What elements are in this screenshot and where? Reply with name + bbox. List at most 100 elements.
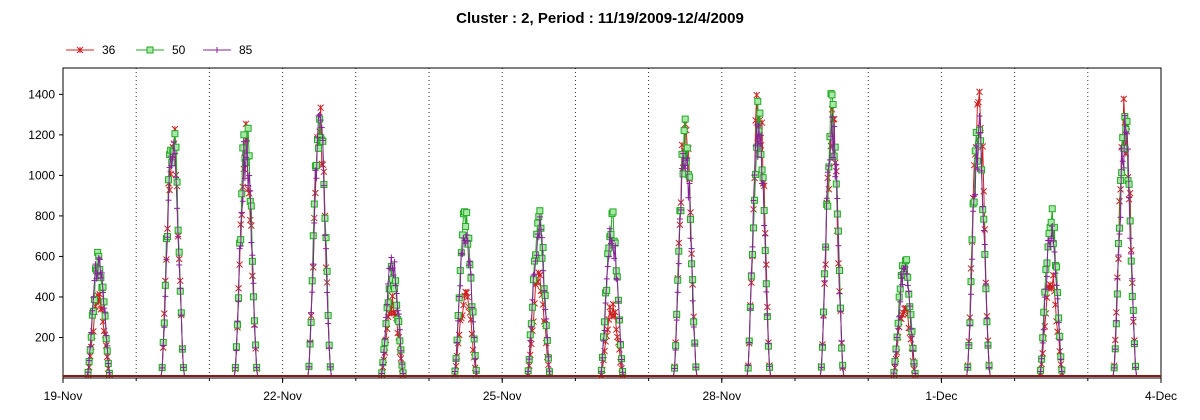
data-point	[826, 156, 833, 163]
data-point	[384, 301, 391, 308]
data-point	[323, 245, 330, 252]
data-point	[755, 122, 762, 129]
data-point	[540, 267, 547, 274]
data-point	[1050, 223, 1058, 231]
data-point	[613, 275, 620, 282]
data-point	[837, 308, 844, 315]
data-point	[541, 287, 548, 294]
x-tick-label: 1-Dec	[925, 389, 957, 403]
data-point	[682, 165, 689, 172]
data-point	[903, 270, 910, 277]
data-point	[313, 175, 320, 182]
data-point	[463, 209, 471, 217]
data-point	[688, 245, 695, 252]
data-point	[236, 245, 243, 252]
data-point	[177, 285, 184, 292]
data-point	[98, 269, 105, 276]
y-tick-label: 1400	[28, 87, 55, 101]
x-tick-label: 4-Dec	[1145, 389, 1177, 403]
data-point	[898, 271, 905, 278]
data-point	[820, 314, 827, 321]
data-point	[1129, 275, 1136, 282]
data-point	[1119, 158, 1126, 165]
data-point	[460, 301, 467, 309]
data-point	[454, 339, 461, 346]
data-point	[1120, 95, 1128, 103]
data-point	[238, 209, 245, 216]
data-point	[247, 202, 255, 210]
data-point	[462, 222, 470, 230]
chart-title: Cluster : 2, Period : 11/19/2009-12/4/20…	[456, 10, 744, 27]
legend-marker	[146, 46, 154, 54]
data-point	[684, 155, 691, 162]
data-point	[752, 142, 759, 149]
data-point	[892, 348, 899, 355]
series-50	[64, 90, 1160, 377]
data-point	[598, 368, 605, 375]
data-point	[307, 338, 314, 345]
data-point	[678, 150, 686, 158]
data-point	[756, 109, 764, 117]
data-point	[308, 309, 315, 316]
data-point	[605, 253, 612, 260]
data-point	[321, 232, 328, 239]
data-point	[971, 193, 978, 200]
data-point	[1042, 266, 1050, 274]
data-point	[689, 297, 696, 304]
data-point	[390, 271, 397, 278]
data-point	[464, 237, 471, 244]
data-point	[388, 254, 395, 261]
y-tick-label: 200	[35, 330, 55, 344]
data-point	[761, 222, 768, 229]
data-point	[314, 134, 321, 141]
data-point	[397, 347, 404, 354]
data-point	[164, 234, 171, 241]
data-point	[617, 338, 624, 345]
legend-item-85[interactable]: 85	[203, 43, 253, 57]
data-point	[831, 123, 838, 130]
data-point	[1057, 356, 1064, 363]
data-point	[971, 147, 979, 155]
y-tick-label: 600	[35, 249, 55, 263]
data-point	[1112, 346, 1119, 353]
data-point	[905, 288, 912, 295]
data-point	[607, 240, 614, 247]
data-point	[612, 326, 620, 333]
data-point	[465, 262, 472, 269]
data-point	[472, 356, 479, 363]
data-point	[602, 300, 609, 307]
data-point	[1119, 134, 1127, 142]
data-point	[674, 289, 681, 296]
data-point	[88, 329, 95, 336]
data-point	[471, 334, 478, 341]
legend-item-50[interactable]: 50	[136, 43, 186, 57]
data-point	[979, 203, 986, 210]
data-point	[828, 91, 836, 99]
data-point	[320, 182, 327, 189]
data-point	[676, 215, 683, 222]
data-point	[903, 256, 911, 264]
data-point	[1053, 263, 1061, 271]
data-point	[690, 323, 697, 330]
data-point	[899, 281, 906, 288]
data-point	[746, 339, 753, 346]
data-point	[161, 324, 168, 331]
data-point	[1130, 314, 1137, 321]
data-point	[531, 271, 538, 278]
data-point	[327, 363, 334, 370]
data-point	[1053, 282, 1060, 289]
data-point	[396, 326, 403, 333]
data-point	[1120, 164, 1127, 171]
data-point	[748, 269, 755, 276]
data-point	[833, 161, 840, 168]
data-point	[175, 233, 182, 240]
data-point	[681, 115, 689, 123]
data-point	[244, 124, 252, 132]
data-point	[763, 288, 770, 295]
data-point	[383, 314, 390, 321]
data-point	[89, 307, 97, 315]
data-point	[675, 260, 682, 267]
legend-item-36[interactable]: 36	[66, 43, 116, 57]
data-point	[685, 194, 692, 201]
